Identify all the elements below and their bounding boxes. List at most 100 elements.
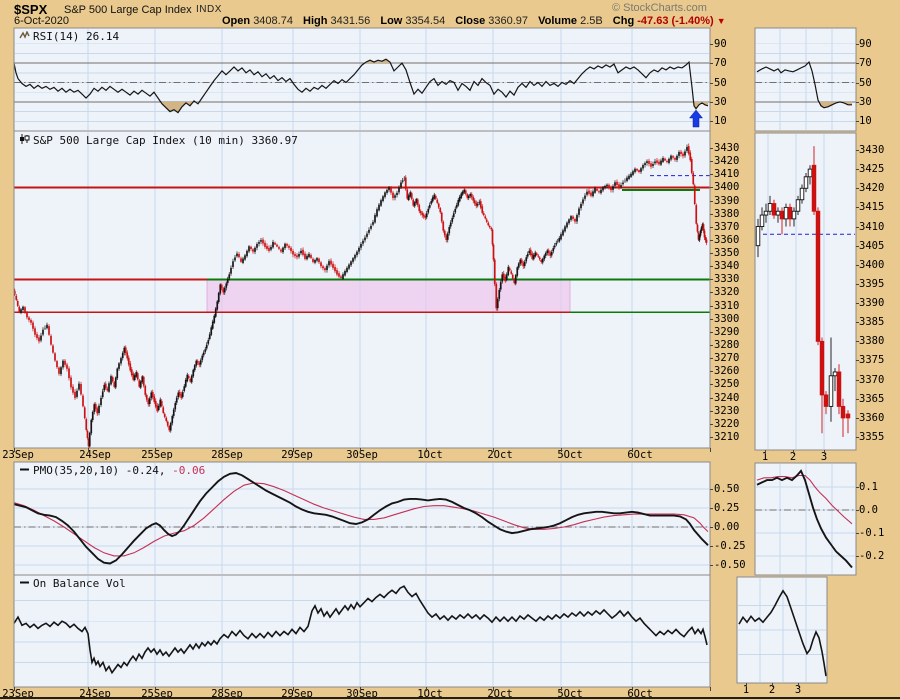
axis-tick-mark [856, 246, 859, 247]
y-axis-label: 3390 [859, 297, 885, 310]
y-axis-label: 3360 [859, 411, 885, 424]
y-axis-label: 50 [714, 76, 727, 89]
axis-tick-mark [710, 371, 713, 372]
axis-tick-mark [88, 448, 89, 452]
y-axis-label: 10 [714, 115, 727, 128]
y-axis-label: -0.2 [859, 550, 885, 562]
axis-tick-mark [710, 448, 711, 452]
candle-body [828, 375, 834, 407]
y-axis-label: 50 [859, 76, 872, 89]
y-axis-label: 3230 [714, 404, 740, 417]
rsi-extreme-fill [364, 59, 391, 64]
y-axis-label: 90 [859, 37, 872, 50]
x-axis-label: 24Sep [79, 449, 111, 461]
candle-body [799, 187, 805, 201]
axis-tick-mark [710, 253, 713, 254]
candle-body [819, 340, 825, 396]
axis-tick-mark [856, 510, 859, 511]
axis-tick-mark [856, 533, 859, 534]
y-axis-label: 3430 [714, 142, 740, 154]
chg-value: -47.63 (-1.40%) [637, 15, 714, 27]
y-axis-label: 3395 [859, 277, 885, 290]
y-axis-label: 3270 [714, 352, 740, 365]
axis-tick-mark [824, 450, 825, 454]
candle-body [811, 164, 817, 212]
y-axis-label: 0.0 [859, 504, 878, 516]
axis-tick-mark [710, 508, 713, 509]
axis-tick-mark [710, 240, 713, 241]
volume-value: 2.5B [580, 15, 603, 27]
candle-body [771, 203, 777, 216]
volume-label: Volume [538, 15, 578, 27]
x-axis-label: 29Sep [281, 449, 313, 461]
axis-tick-mark [710, 546, 713, 547]
candlestick-icon [20, 134, 30, 144]
axis-tick-mark [856, 303, 859, 304]
candle-body [815, 210, 821, 342]
low-label: Low [380, 15, 403, 27]
y-axis-label: 3300 [714, 312, 740, 325]
y-axis-label: 3260 [714, 365, 740, 378]
axis-tick-mark [765, 450, 766, 454]
y-axis-label: 3420 [859, 182, 885, 195]
y-axis-label: 3380 [714, 207, 740, 220]
rsi_main-panel [14, 28, 710, 131]
pmo-line [756, 469, 853, 569]
y-axis-label: 3415 [859, 201, 885, 214]
axis-tick-mark [710, 527, 713, 528]
y-axis-label: 3425 [859, 163, 885, 176]
axis-tick-mark [710, 279, 713, 280]
y-axis-label: 3400 [714, 181, 740, 194]
y-axis-label: 3210 [714, 430, 740, 443]
candle-body [807, 168, 813, 178]
axis-tick-mark [856, 418, 859, 419]
candle-body [836, 371, 842, 407]
y-axis-label: 3410 [714, 168, 740, 181]
y-axis-label: 3280 [714, 339, 740, 352]
price_mini-border [754, 132, 857, 451]
axis-tick-mark [710, 332, 713, 333]
candle-body [775, 210, 781, 216]
axis-tick-mark [710, 201, 713, 202]
obv-line [738, 589, 827, 677]
axis-tick-mark [710, 489, 713, 490]
index-name: S&P 500 Large Cap Index [64, 4, 192, 16]
x-axis-label: 1Oct [417, 449, 443, 461]
axis-tick-mark [856, 399, 859, 400]
y-axis-label: 3405 [859, 239, 885, 252]
axis-tick-mark [710, 214, 713, 215]
axis-tick-mark [426, 448, 427, 452]
y-axis-label: 70 [859, 57, 872, 70]
axis-tick-mark [710, 411, 713, 412]
y-axis-label: 3340 [714, 260, 740, 273]
candle-body [795, 199, 801, 212]
blue-up-arrow-icon [688, 109, 704, 128]
axis-tick-mark [856, 169, 859, 170]
price_main-border [13, 130, 711, 449]
y-axis-label: 3220 [714, 417, 740, 430]
high-label: High [303, 15, 328, 27]
axis-tick-mark [856, 380, 859, 381]
y-axis-label: 3350 [714, 247, 740, 260]
rsi-line [13, 58, 709, 114]
axis-tick-mark [856, 207, 859, 208]
axis-tick-mark [710, 292, 713, 293]
x-axis-label: 1 [761, 451, 769, 463]
low-value: 3354.54 [405, 15, 446, 27]
candle-body [779, 210, 785, 220]
price-panel-title: S&P 500 Large Cap Index (10 min) 3360.97 [19, 134, 298, 147]
chg-down-triangle-icon: ▼ [716, 16, 726, 26]
axis-tick-mark [856, 437, 859, 438]
axis-tick-mark [793, 450, 794, 454]
obv_mini-border [736, 576, 828, 684]
axis-tick-mark [856, 150, 859, 151]
candle-body [823, 394, 829, 407]
y-axis-label: 3400 [859, 258, 885, 271]
obv_main-border [13, 574, 711, 688]
candle-body [767, 203, 773, 212]
axis-tick-mark [710, 687, 711, 691]
indicator-zigzag-icon [19, 30, 30, 39]
open-value: 3408.74 [253, 15, 293, 27]
